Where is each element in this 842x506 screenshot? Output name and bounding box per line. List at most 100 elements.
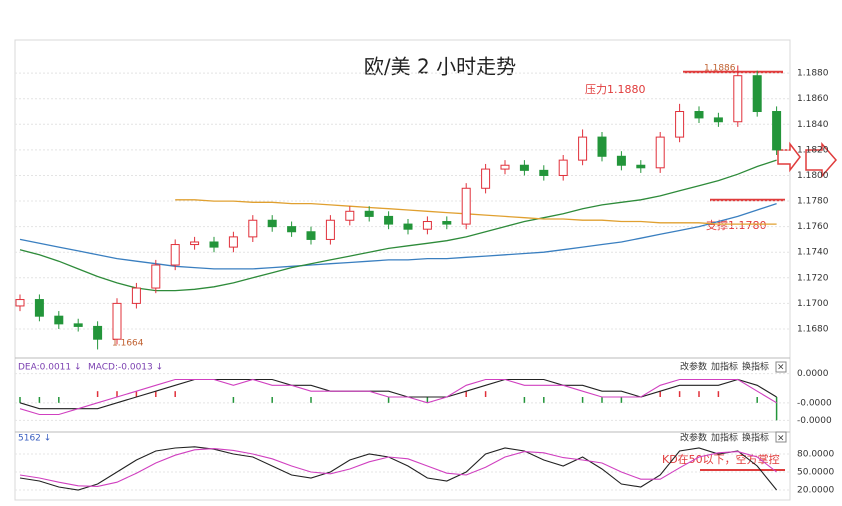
histogram-bar: [601, 397, 603, 403]
candle-body: [772, 111, 782, 151]
candle-body: [694, 111, 704, 119]
candle-body: [151, 264, 161, 289]
histogram-bar: [271, 397, 273, 403]
y-tick-label: 1.1800: [797, 171, 829, 181]
histogram-bar: [698, 391, 700, 397]
y-tick-label: 1.1700: [797, 299, 829, 309]
legend-entry: DEA:0.0011 ↓: [18, 363, 82, 373]
y-tick-label: -0.0000: [797, 416, 832, 426]
candle-body: [616, 155, 626, 166]
y-tick-label: 1.1740: [797, 248, 829, 258]
button[interactable]: 改参数: [680, 432, 707, 444]
candle-body: [733, 75, 743, 123]
candle-body: [131, 287, 141, 304]
candle-body: [306, 231, 316, 240]
candle-body: [190, 241, 200, 246]
histogram-bar: [581, 397, 584, 403]
candle-body: [713, 117, 723, 123]
histogram-bar: [116, 391, 118, 397]
button[interactable]: 加指标: [711, 361, 738, 373]
annotation: 压力1.1880: [585, 83, 646, 96]
y-tick-label: 1.1680: [797, 324, 829, 334]
candle-body: [54, 315, 64, 325]
histogram-bar: [465, 391, 467, 397]
candle-body: [112, 302, 122, 340]
price-label: 1.1664: [112, 339, 144, 349]
button[interactable]: 加指标: [711, 432, 738, 444]
candle-body: [325, 219, 335, 240]
y-tick-label: 20.0000: [797, 486, 834, 496]
legend-entry: MACD:-0.0013 ↓: [88, 363, 163, 373]
histogram-bar: [96, 391, 99, 397]
candle-body: [267, 219, 277, 228]
candle-body: [228, 236, 238, 248]
candle-body: [364, 210, 374, 217]
chart-title: 欧/美 2 小时走势: [364, 55, 516, 79]
y-tick-label: 50.0000: [797, 468, 834, 478]
price-label: 1.1886: [704, 64, 736, 74]
button[interactable]: ×: [777, 434, 785, 444]
line-series: [19, 378, 777, 410]
histogram-bar: [135, 391, 138, 397]
button[interactable]: 改参数: [680, 361, 707, 373]
line-series: [175, 199, 777, 225]
annotation: 支撑1.1780: [706, 218, 767, 232]
histogram-bar: [543, 397, 545, 403]
histogram-bar: [775, 397, 778, 421]
y-tick-label: 1.1880: [797, 69, 829, 79]
y-tick-label: 80.0000: [797, 450, 834, 460]
candle-body: [655, 136, 665, 169]
arrow: [777, 141, 801, 173]
y-tick-label: 0.0000: [797, 369, 829, 379]
candle-body: [34, 299, 44, 317]
histogram-bar: [155, 391, 157, 397]
candle-body: [500, 164, 510, 170]
y-tick-label: 1.1860: [797, 94, 829, 104]
y-tick-label: 1.1760: [797, 222, 829, 232]
arrow: [805, 142, 837, 178]
histogram-bar: [756, 397, 758, 403]
line-series: [19, 446, 778, 491]
candle-body: [636, 164, 646, 169]
y-tick-label: 1.1720: [797, 273, 829, 283]
histogram-bar: [232, 397, 235, 403]
candle-body: [461, 187, 471, 225]
histogram-bar: [523, 397, 526, 403]
candle-body: [597, 136, 607, 157]
candle-body: [73, 323, 83, 327]
button-box: [775, 431, 787, 443]
candle-body: [675, 111, 685, 138]
histogram-bar: [426, 397, 429, 403]
line-series: [19, 448, 777, 487]
candle-body: [170, 244, 180, 266]
line-series: [19, 202, 777, 270]
histogram-bar: [484, 391, 487, 397]
y-tick-label: 1.1820: [797, 145, 829, 155]
button[interactable]: 换指标: [742, 432, 769, 444]
candle-body: [93, 325, 103, 340]
button[interactable]: ×: [777, 363, 785, 373]
candle-body: [15, 299, 25, 307]
frame: [14, 39, 791, 501]
histogram-bar: [387, 397, 390, 403]
candle-body: [519, 164, 529, 171]
candle-body: [403, 223, 413, 230]
line-series: [19, 378, 777, 416]
histogram-bar: [678, 391, 681, 397]
candle-body: [752, 75, 762, 113]
y-tick-label: -0.0000: [797, 398, 832, 408]
histogram-bar: [659, 391, 661, 397]
y-tick-label: 1.1780: [797, 197, 829, 207]
candle-body: [558, 159, 568, 176]
candle-body: [578, 136, 588, 161]
histogram-bar: [38, 397, 41, 403]
candle-body: [422, 221, 432, 230]
histogram-bar: [174, 391, 176, 397]
button[interactable]: 换指标: [742, 361, 769, 373]
histogram-bar: [19, 397, 21, 403]
histogram-bar: [620, 397, 623, 403]
legend-entry: 5162 ↓: [18, 434, 51, 444]
candle-body: [481, 168, 491, 189]
button-box: [775, 361, 787, 373]
